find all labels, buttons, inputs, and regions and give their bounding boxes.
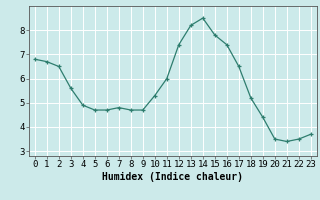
X-axis label: Humidex (Indice chaleur): Humidex (Indice chaleur) <box>102 172 243 182</box>
